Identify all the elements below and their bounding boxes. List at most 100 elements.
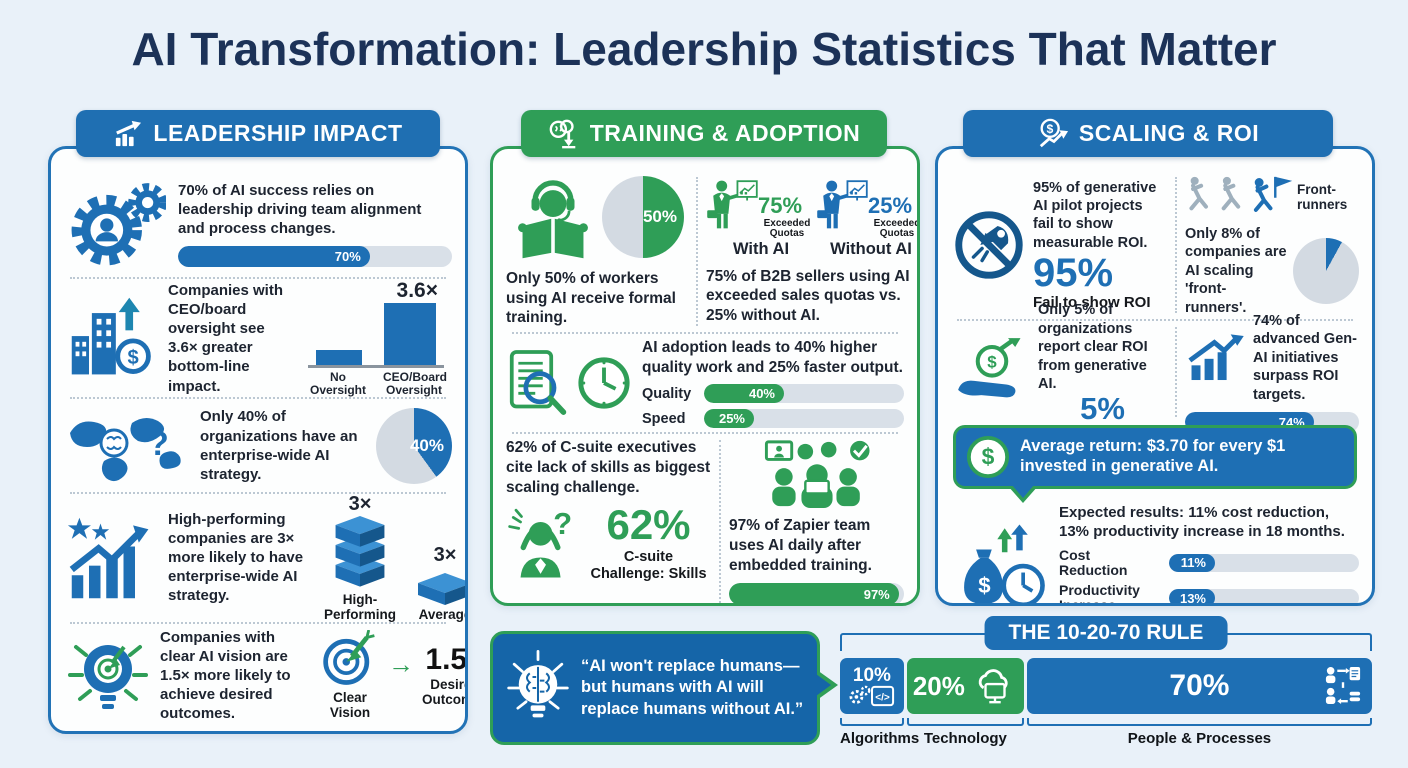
from-label: Clear Vision	[329, 689, 371, 721]
scaling-row-1: 95% of generative AI pilot projects fail…	[951, 173, 1359, 316]
leadership-header-label: LEADERSHIP IMPACT	[153, 120, 403, 146]
people-process-icon	[1324, 665, 1362, 707]
stacked-blocks-icon	[325, 515, 395, 592]
svg-text:$: $	[127, 347, 138, 369]
leadership-row-5: Companies with clear AI vision are 1.5× …	[64, 628, 465, 723]
without-ai-figure: 25% Exceeded Quotas Without AI	[816, 178, 920, 259]
team-check-icon	[729, 438, 904, 510]
with-ai-value: 75%	[758, 192, 803, 218]
stat-text: 97% of Zapier team uses AI daily after e…	[729, 517, 872, 574]
quote-text: “AI won't replace humans—but humans with…	[581, 657, 804, 718]
bar-label: Cost Reduction	[1059, 547, 1128, 578]
tick	[1026, 718, 1372, 726]
chart-bars	[308, 303, 444, 369]
progress-fill: 97%	[729, 583, 899, 603]
money-clock-icon: $	[951, 524, 1051, 603]
front-runners-label: Front-runners	[1297, 181, 1348, 212]
segment-algorithms: 10% </>	[840, 658, 904, 714]
businessman-without-ai-icon	[816, 178, 868, 240]
worker-reading-icon	[510, 175, 596, 259]
bar-label: Speed	[642, 410, 686, 427]
svg-text:?: ?	[148, 425, 169, 463]
page-title: AI Transformation: Leadership Statistics…	[131, 23, 1277, 75]
cost-reduction-row: Cost Reduction 11%	[1059, 548, 1359, 577]
scaling-header-label: SCALING & ROI	[1078, 120, 1260, 146]
stressed-executive-icon: ?	[506, 506, 586, 578]
leadership-header: LEADERSHIP IMPACT	[76, 110, 440, 157]
training-card: 50% Only 50% of workers using AI receive…	[490, 146, 920, 606]
stat-text: Companies with clear AI vision are 1.5× …	[160, 628, 291, 722]
strategy-pie: 40%	[376, 407, 452, 484]
stat-text: Only 5% of organizations report clear RO…	[1038, 302, 1148, 392]
stack-label: High-Performing	[324, 591, 397, 623]
training-caption: Only 50% of workers using AI receive for…	[506, 270, 676, 327]
bar-ceo-oversight	[384, 303, 436, 366]
progress-track: 11%	[1169, 553, 1359, 572]
divider	[70, 621, 446, 624]
progress-label: 70%	[334, 249, 361, 265]
single-block-icon	[412, 567, 465, 607]
lightbulb-target-icon	[64, 629, 152, 721]
progress-track: 97%	[729, 583, 904, 603]
progress-track: 40%	[704, 384, 904, 404]
segment-technology: 20%	[906, 658, 1024, 714]
target-icon	[320, 629, 380, 690]
tick	[906, 718, 1024, 726]
segment-value: 20%	[912, 670, 965, 701]
quality-bar-row: Quality 40%	[642, 384, 904, 404]
training-header: TRAINING & ADOPTION	[521, 110, 887, 157]
leadership-row-4: High-performing companies are 3× more li…	[64, 493, 465, 622]
stat-text: 70% of AI success relies on leadership d…	[178, 182, 422, 238]
rule-labels: Algorithms Technology People & Processes	[840, 730, 1372, 747]
training-row-2: AI adoption leads to 40% higher quality …	[506, 338, 904, 429]
segment-people: 70%	[1026, 658, 1372, 714]
dollar-growth-icon: $	[1037, 118, 1069, 150]
progress-track: 25%	[704, 409, 904, 429]
svg-text:?: ?	[553, 506, 572, 541]
svg-text:$: $	[987, 353, 997, 372]
rule-title: THE 10-20-70 RULE	[984, 616, 1228, 650]
training-header-label: TRAINING & ADOPTION	[589, 120, 861, 146]
progress-label: 11%	[1180, 555, 1206, 571]
x-label: No Oversight	[309, 370, 366, 398]
hand-dollar-icon: $	[951, 337, 1033, 407]
without-ai-sub: Exceeded Quotas	[873, 217, 920, 239]
segment-value: 10%	[852, 664, 891, 686]
front-runners-block: Front-runners Only 8% of companies are A…	[1185, 173, 1359, 316]
training-row-1: 50% Only 50% of workers using AI receive…	[506, 175, 917, 328]
leadership-card: 70% of AI success relies on leadership d…	[48, 146, 468, 734]
stars-chart-icon	[64, 515, 160, 601]
scaling-card: 95% of generative AI pilot projects fail…	[935, 146, 1375, 606]
divider	[70, 277, 446, 280]
clear-roi-value: 5%	[1080, 391, 1125, 427]
svg-text:$: $	[1046, 122, 1053, 136]
brain-download-icon	[548, 118, 580, 150]
training-row-3: 62% of C-suite executives cite lack of s…	[506, 438, 904, 603]
without-ai-value: 25%	[868, 192, 913, 218]
divider	[512, 332, 898, 335]
oversight-bar-chart: 3.6× No Oversight CEO/Board Oversight	[300, 279, 452, 397]
divider	[957, 319, 1353, 321]
no-rocket-icon	[951, 207, 1027, 283]
clear-roi-block: $ Only 5% of organizations report clear …	[951, 302, 1167, 442]
stat-text: Only 40% of organizations have an enterp…	[200, 408, 358, 483]
sellers-comparison: 75% Exceeded Quotas With AI	[706, 175, 920, 328]
training-left: 50% Only 50% of workers using AI receive…	[506, 175, 688, 328]
runners-icon	[1185, 173, 1293, 221]
rule-label-technology: Technology	[923, 730, 1007, 747]
lightbulb-brain-icon	[505, 649, 571, 727]
progress-fill: 25%	[704, 409, 754, 429]
without-ai-label: Without AI	[830, 239, 912, 258]
leadership-row-3: ? Only 40% of organizations have an ente…	[64, 403, 452, 487]
divider	[512, 432, 898, 435]
pie-label: 50%	[642, 207, 677, 226]
gear-code-icon: </>	[848, 685, 896, 707]
svg-text:</>: </>	[875, 692, 890, 703]
single-value: 3×	[433, 544, 457, 567]
sellers-caption: 75% of B2B sellers using AI exceeded sal…	[706, 267, 910, 324]
divider	[719, 440, 721, 603]
single-label: Average	[418, 607, 468, 623]
leadership-row-1: 70% of AI success relies on leadership d…	[64, 175, 452, 273]
stat-text: Companies with CEO/board oversight see 3…	[168, 282, 284, 395]
callout-text: Average return: $3.70 for every $1 inves…	[1020, 437, 1286, 475]
